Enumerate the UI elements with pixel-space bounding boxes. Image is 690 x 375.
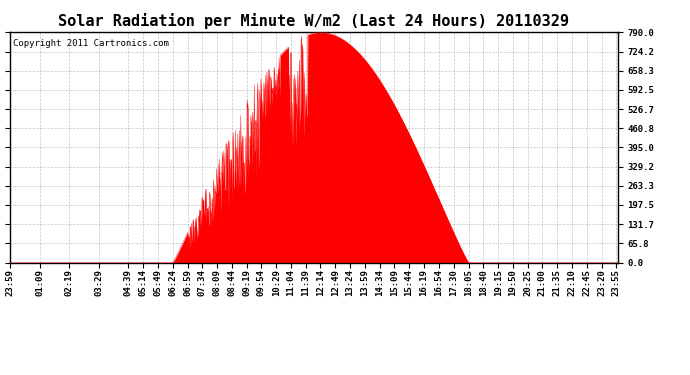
Text: Copyright 2011 Cartronics.com: Copyright 2011 Cartronics.com bbox=[13, 39, 169, 48]
Title: Solar Radiation per Minute W/m2 (Last 24 Hours) 20110329: Solar Radiation per Minute W/m2 (Last 24… bbox=[59, 13, 569, 29]
